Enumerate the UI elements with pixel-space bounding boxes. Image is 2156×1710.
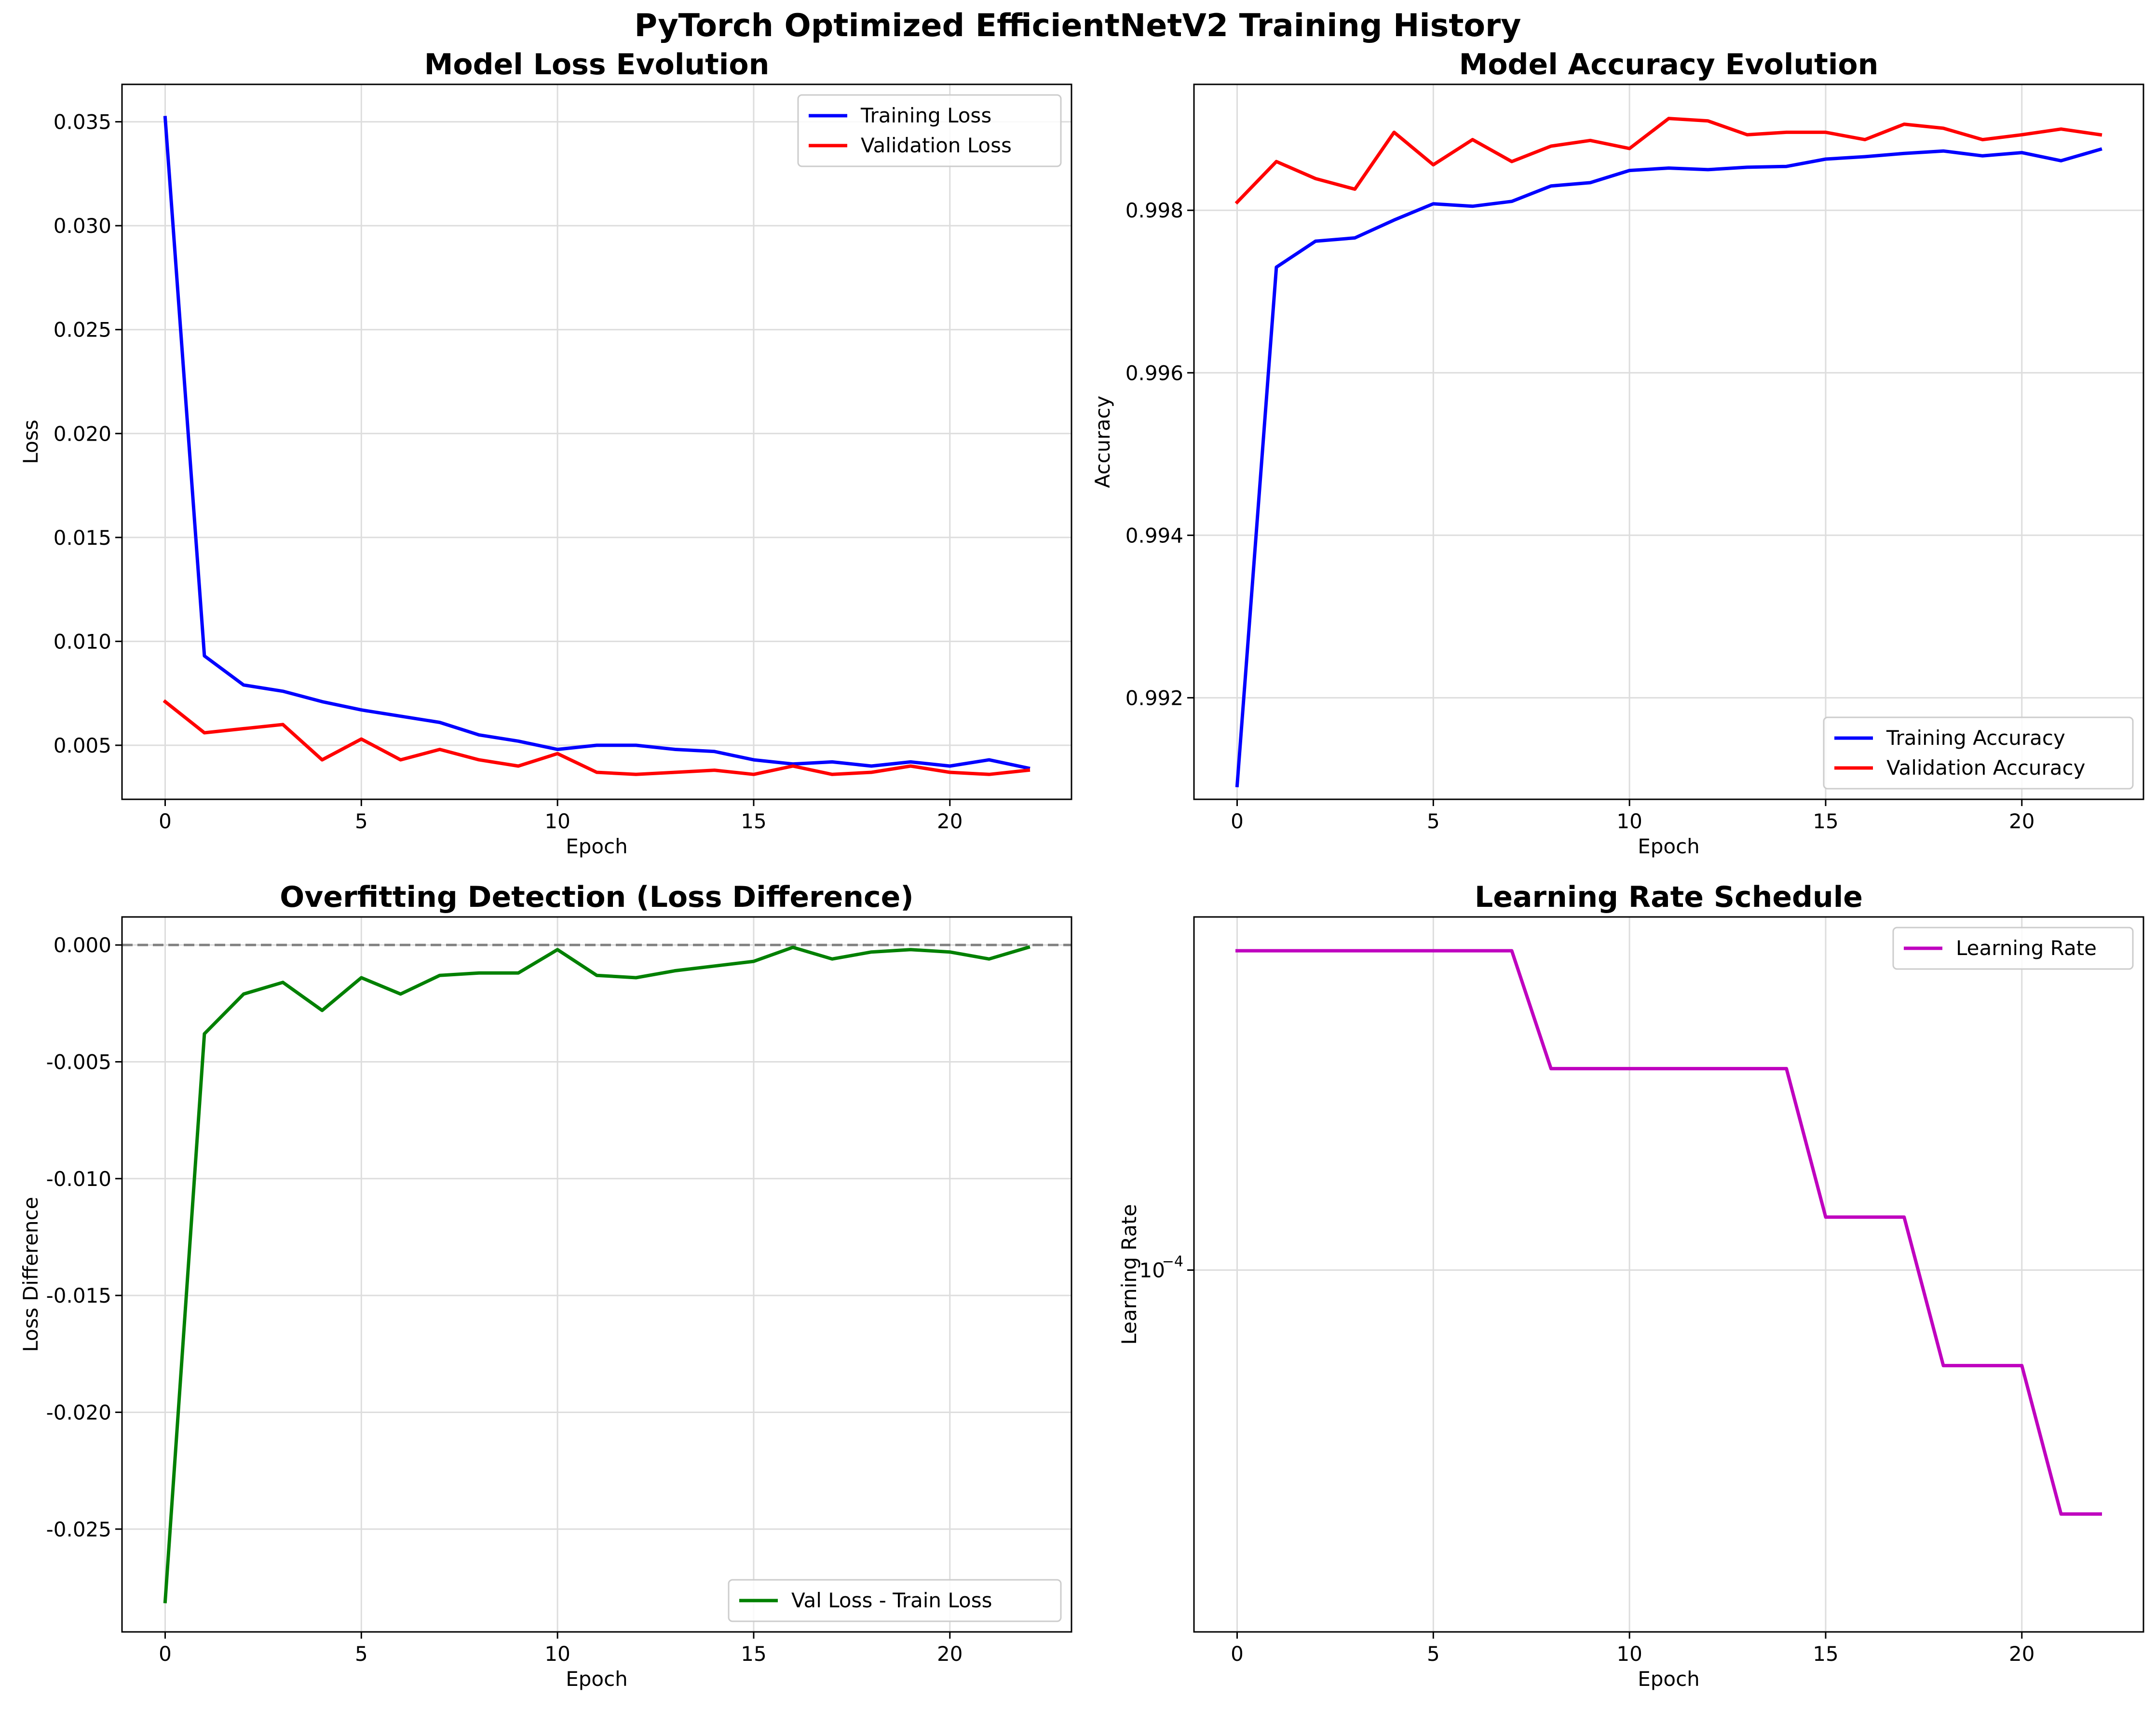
axes-frame <box>1193 83 2144 800</box>
series-line-val-loss-train-loss <box>163 945 1031 1603</box>
chart-title: Model Accuracy Evolution <box>1459 48 1879 81</box>
x-tick-label: 5 <box>1427 1642 1440 1666</box>
y-tick-label-base: 10 <box>1139 1258 1165 1282</box>
legend: Training Loss Validation Loss <box>797 94 1062 167</box>
axes-frame <box>1193 916 2144 1633</box>
legend-label: Val Loss - Train Loss <box>791 1589 992 1612</box>
x-tick-label: 10 <box>544 809 570 833</box>
legend-box <box>1823 716 2134 790</box>
x-axis-label: Epoch <box>1638 1667 1700 1691</box>
series-line-training-accuracy <box>1235 147 2102 788</box>
y-tick-label: -0.020 <box>46 1400 111 1424</box>
y-tick-label: 0.030 <box>54 214 111 238</box>
chart-panel-accuracy: 0 5 10 15 20 0.992 0.994 0.996 0.998 Model Accura… <box>1091 48 2144 858</box>
y-tick-label: 0.015 <box>54 526 111 550</box>
legend: Val Loss - Train Loss <box>728 1579 1062 1622</box>
chart-panel-overfit: 0 5 10 15 20 -0.025 -0.020 -0.015 -0.010 -0.005 0.… <box>19 880 1072 1691</box>
y-tick-label: 0.000 <box>54 933 111 957</box>
legend-label: Validation Loss <box>861 134 1012 157</box>
x-axis-label: Epoch <box>566 835 628 858</box>
y-tick-label: 0.020 <box>54 422 111 445</box>
y-axis-label: Loss <box>19 419 42 464</box>
y-tick-label: 0.005 <box>54 734 111 757</box>
legend-box <box>1892 927 2134 970</box>
y-tick-label: 0.010 <box>54 630 111 653</box>
y-axis-label: Accuracy <box>1091 396 1114 488</box>
y-axis-label: Loss Difference <box>19 1197 42 1352</box>
chart-title: Learning Rate Schedule <box>1475 880 1863 914</box>
y-tick-label: -0.015 <box>46 1284 111 1307</box>
x-tick-label: 15 <box>741 809 766 833</box>
y-tick-label-exponent: −4 <box>1162 1253 1183 1270</box>
figure-title: PyTorch Optimized EfficientNetV2 Trainin… <box>634 8 1521 44</box>
x-tick-label: 15 <box>1813 809 1838 833</box>
x-tick-label: 20 <box>937 809 963 833</box>
y-tick-label: 0.992 <box>1125 686 1183 710</box>
x-tick-label: 0 <box>159 1642 172 1666</box>
legend-box <box>797 94 1062 167</box>
x-tick-label: 20 <box>2009 1642 2034 1666</box>
y-tick-label: 0.025 <box>54 318 111 342</box>
series-line-validation-loss <box>163 699 1031 776</box>
chart-title: Model Loss Evolution <box>424 48 770 81</box>
axes-frame <box>121 916 1072 1633</box>
x-tick-label: 0 <box>1231 809 1244 833</box>
chart-title: Overfitting Detection (Loss Difference) <box>280 880 913 914</box>
y-tick-label: -0.005 <box>46 1050 111 1074</box>
legend: Training Accuracy Validation Accuracy <box>1823 716 2134 790</box>
x-tick-label: 15 <box>1813 1642 1838 1666</box>
y-axis-label: Learning Rate <box>1117 1204 1141 1345</box>
x-tick-label: 20 <box>937 1642 963 1666</box>
x-tick-label: 0 <box>1231 1642 1244 1666</box>
x-tick-label: 5 <box>1427 809 1440 833</box>
legend: Learning Rate <box>1892 927 2134 970</box>
x-tick-label: 20 <box>2009 809 2034 833</box>
y-tick-label: 0.994 <box>1125 524 1183 547</box>
y-tick-label: 0.998 <box>1125 199 1183 222</box>
series-line-training-loss <box>163 116 1031 770</box>
x-axis-label: Epoch <box>1638 835 1700 858</box>
y-tick-label: -0.010 <box>46 1167 111 1191</box>
series-line-validation-accuracy <box>1234 117 2102 205</box>
chart-panel-loss: 0 5 10 15 20 0.005 0.010 0.015 0.020 0.025 0.030 0.… <box>19 48 1072 858</box>
y-tick-label: 0.996 <box>1125 361 1183 385</box>
legend-label: Validation Accuracy <box>1886 756 2086 780</box>
axes-frame <box>121 83 1072 800</box>
x-tick-label: 5 <box>355 809 368 833</box>
x-tick-label: 10 <box>1616 809 1642 833</box>
x-tick-label: 5 <box>355 1642 368 1666</box>
legend-label: Training Loss <box>860 104 991 127</box>
panels: 0 5 10 15 20 0.005 0.010 0.015 0.020 0.025 0.030 0.… <box>19 48 2144 1691</box>
x-tick-label: 10 <box>544 1642 570 1666</box>
legend-label: Training Accuracy <box>1886 726 2065 750</box>
legend-box <box>728 1579 1062 1622</box>
x-axis-label: Epoch <box>566 1667 628 1691</box>
x-tick-label: 10 <box>1616 1642 1642 1666</box>
x-tick-label: 0 <box>159 809 172 833</box>
x-tick-label: 15 <box>741 1642 766 1666</box>
series-line-learning-rate <box>1235 949 2102 1516</box>
y-tick-label: 0.035 <box>54 110 111 134</box>
legend-label: Learning Rate <box>1956 936 2097 960</box>
y-tick-label: -0.025 <box>46 1518 111 1541</box>
